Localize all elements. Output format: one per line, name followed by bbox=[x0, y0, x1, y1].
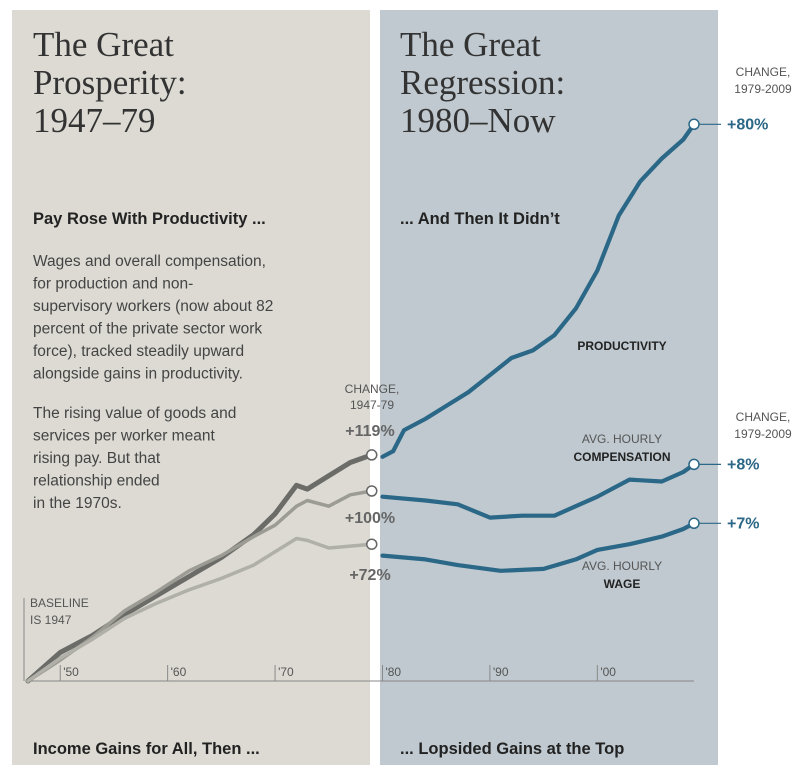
x-tick-label: '50 bbox=[63, 665, 79, 679]
panel-title: The Great bbox=[400, 25, 541, 64]
intro-text: in the 1970s. bbox=[33, 495, 122, 512]
intro-text: force), tracked steadily upward bbox=[33, 343, 244, 360]
intro-text: services per worker meant bbox=[33, 428, 215, 445]
intro-text: percent of the private sector work bbox=[33, 321, 262, 338]
change-label: CHANGE, bbox=[736, 65, 791, 79]
series-label: AVG. HOURLY bbox=[582, 432, 662, 446]
intro-text: alongside gains in productivity. bbox=[33, 366, 243, 383]
left-panel bbox=[12, 10, 370, 765]
change-late: +80% bbox=[727, 116, 768, 133]
split-marker bbox=[365, 449, 378, 461]
series-line-late bbox=[380, 521, 697, 573]
panel-title: Regression: bbox=[400, 63, 565, 102]
series-label: WAGE bbox=[604, 577, 641, 591]
panel-title: 1947–79 bbox=[33, 101, 156, 140]
series-label: AVG. HOURLY bbox=[582, 559, 662, 573]
intro-text: rising pay. But that bbox=[33, 450, 161, 467]
panel-title: Prosperity: bbox=[33, 63, 187, 102]
change-early: +72% bbox=[349, 567, 390, 584]
series-line-early bbox=[26, 489, 374, 683]
intro-text: for production and non- bbox=[33, 276, 193, 293]
x-tick-label: '90 bbox=[493, 665, 509, 679]
panel-title: The Great bbox=[33, 25, 174, 64]
intro-text: relationship ended bbox=[33, 473, 160, 490]
x-tick-label: '00 bbox=[600, 665, 616, 679]
intro-text: supervisory workers (now about 82 bbox=[33, 298, 273, 315]
series-line-late bbox=[380, 462, 697, 520]
change-label: 1947-79 bbox=[350, 398, 394, 412]
split-marker bbox=[365, 538, 378, 550]
end-marker bbox=[688, 458, 700, 471]
change-late: +8% bbox=[727, 456, 759, 473]
end-marker bbox=[688, 517, 700, 530]
series-line-early bbox=[26, 536, 374, 683]
right-panel bbox=[380, 10, 718, 765]
change-early: +119% bbox=[345, 423, 394, 440]
panel-bottom: Income Gains for All, Then ... bbox=[33, 740, 260, 758]
end-marker bbox=[688, 118, 700, 131]
change-label: 1979-2009 bbox=[734, 82, 792, 96]
series-label: COMPENSATION bbox=[573, 450, 670, 464]
intro-text: The rising value of goods and bbox=[33, 405, 236, 422]
intro-text: Wages and overall compensation, bbox=[33, 253, 266, 270]
x-tick-label: '80 bbox=[385, 665, 401, 679]
panel-subhead: ... And Then It Didn’t bbox=[400, 210, 560, 228]
change-early: +100% bbox=[345, 510, 395, 527]
panel-title: 1980–Now bbox=[400, 101, 556, 140]
series-line-late bbox=[380, 122, 697, 459]
split-marker bbox=[365, 485, 378, 497]
x-tick-label: '60 bbox=[171, 665, 187, 679]
panel-bottom: ... Lopsided Gains at the Top bbox=[400, 740, 624, 758]
baseline-label: IS 1947 bbox=[30, 613, 72, 627]
change-label: 1979-2009 bbox=[734, 427, 792, 441]
change-label: CHANGE, bbox=[736, 410, 791, 424]
change-late: +7% bbox=[727, 515, 759, 532]
series-label: PRODUCTIVITY bbox=[577, 339, 666, 353]
change-label: CHANGE, bbox=[345, 382, 400, 396]
x-tick-label: '70 bbox=[278, 665, 294, 679]
panel-subhead: Pay Rose With Productivity ... bbox=[33, 210, 266, 228]
baseline-label: BASELINE bbox=[30, 596, 89, 610]
